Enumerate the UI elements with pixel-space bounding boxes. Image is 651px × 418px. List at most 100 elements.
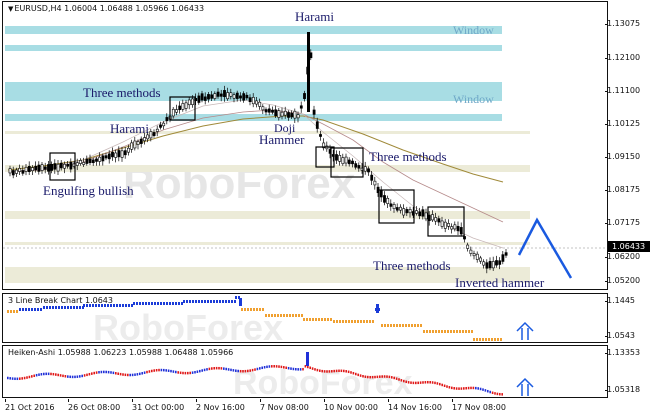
line-break-bar — [411, 324, 413, 327]
line-break-bar — [235, 296, 237, 299]
candle — [277, 110, 281, 118]
candle — [82, 162, 86, 165]
heiken-ashi-bar — [105, 370, 107, 374]
support-band-3 — [5, 211, 530, 219]
candle — [75, 162, 79, 166]
line-break-bar — [491, 338, 493, 341]
heiken-ashi-bar — [249, 369, 251, 372]
candle — [88, 158, 92, 164]
line-break-bar — [438, 330, 440, 333]
price-tick: 1.05200 — [604, 276, 641, 285]
heiken-ashi-bar — [333, 369, 335, 373]
line-break-bar — [393, 324, 395, 327]
heiken-ashi-bar — [119, 372, 122, 376]
three-methods-box-1 — [169, 96, 196, 121]
time-tick: 2 Nov 16:00 — [196, 399, 245, 412]
heiken-ashi-bar — [239, 369, 242, 373]
heiken-ashi-bar — [158, 368, 160, 372]
candle — [66, 163, 70, 167]
line-break-bar — [306, 318, 308, 321]
price-tick: 1.07175 — [604, 218, 641, 227]
heiken-ashi-bar — [451, 386, 453, 390]
line-break-bar — [16, 310, 18, 313]
heiken-ashi-bar — [407, 381, 410, 384]
line-break-panel[interactable]: 3 Line Break Chart 1.0643 RoboForex — [2, 293, 608, 343]
heiken-ashi-bar — [388, 375, 391, 379]
heiken-ashi-bar — [362, 374, 364, 378]
line-break-bar — [494, 338, 496, 341]
candle — [203, 96, 207, 101]
candle — [386, 197, 390, 204]
heiken-ashi-bar — [71, 375, 74, 379]
label-three-methods-2: Three methods — [369, 149, 447, 164]
heiken-ashi-bar — [261, 366, 263, 370]
candle — [351, 160, 354, 165]
heiken-ashi-bar — [306, 352, 309, 366]
line-break-bar — [154, 302, 156, 305]
heiken-ashi-panel[interactable]: Heiken-Ashi 1.05988 1.06223 1.05988 1.06… — [2, 345, 608, 398]
candle — [453, 224, 457, 230]
heiken-ashi-bar — [455, 387, 458, 390]
symbol-label: EURUSD,H4 — [14, 4, 62, 13]
line-break-bar — [101, 304, 103, 307]
candle — [456, 226, 460, 232]
line-break-bar — [298, 314, 300, 317]
candle — [335, 154, 338, 161]
line-break-bar — [76, 306, 78, 309]
candle — [399, 206, 402, 211]
candle — [341, 157, 345, 165]
line-break-bar — [40, 308, 42, 311]
heiken-ashi-bar — [283, 366, 285, 369]
heiken-ashi-bar — [489, 390, 491, 394]
heiken-ashi-bar — [359, 374, 362, 377]
line-break-bar — [250, 308, 252, 311]
heiken-ashi-bar — [273, 365, 275, 368]
heiken-ashi-bar — [350, 371, 352, 374]
candle — [226, 92, 230, 100]
label-engulfing: Engulfing bullish — [43, 183, 134, 198]
main-chart-panel[interactable]: ▼EURUSD,H4 1.06004 1.06488 1.05966 1.064… — [2, 1, 608, 290]
label-window-1: Window — [453, 23, 494, 37]
heiken-ashi-bar — [309, 366, 311, 370]
heiken-ashi-bar — [460, 387, 463, 390]
candle — [107, 153, 111, 160]
heiken-ashi-bar — [338, 369, 340, 373]
line-break-bar — [303, 318, 305, 321]
candle — [405, 209, 409, 214]
candle — [498, 260, 502, 265]
heiken-ashi-bar — [76, 375, 79, 378]
candle — [63, 163, 66, 169]
heiken-ashi-bar — [115, 372, 117, 375]
heiken-ashi-bar — [59, 374, 62, 377]
heiken-ashi-bar — [206, 368, 208, 371]
candle — [114, 152, 118, 158]
candle — [152, 132, 156, 136]
candle — [146, 134, 150, 140]
line-break-bar — [277, 314, 279, 317]
line-break-bar — [122, 304, 124, 307]
candle — [171, 108, 175, 117]
heiken-ashi-bar — [328, 370, 331, 373]
candle — [197, 95, 201, 103]
line-break-bar — [222, 300, 224, 303]
support-band-2 — [5, 165, 530, 172]
line-break-bar — [201, 300, 203, 303]
heiken-ashi-bar — [124, 373, 127, 377]
price-tick: 1.09150 — [604, 152, 641, 161]
heiken-ashi-bar — [491, 391, 494, 395]
price-chart-canvas[interactable]: RoboForex Harami Window Window Three me — [3, 2, 607, 289]
line-break-bar — [175, 302, 177, 305]
heiken-ashi-bar — [386, 375, 388, 378]
heiken-ashi-bar — [67, 375, 69, 378]
heiken-ashi-bar — [9, 377, 11, 380]
line-break-bar — [25, 308, 27, 311]
candle — [402, 208, 406, 216]
candle — [85, 158, 89, 164]
candle — [450, 226, 454, 230]
heiken-ashi-title: Heiken-Ashi 1.05988 1.06223 1.05988 1.06… — [8, 348, 234, 357]
price-tick: 1.12100 — [604, 53, 641, 62]
line-break-bar — [453, 330, 455, 333]
line-break-bar — [444, 330, 446, 333]
candle — [210, 94, 214, 99]
candle — [95, 158, 98, 162]
